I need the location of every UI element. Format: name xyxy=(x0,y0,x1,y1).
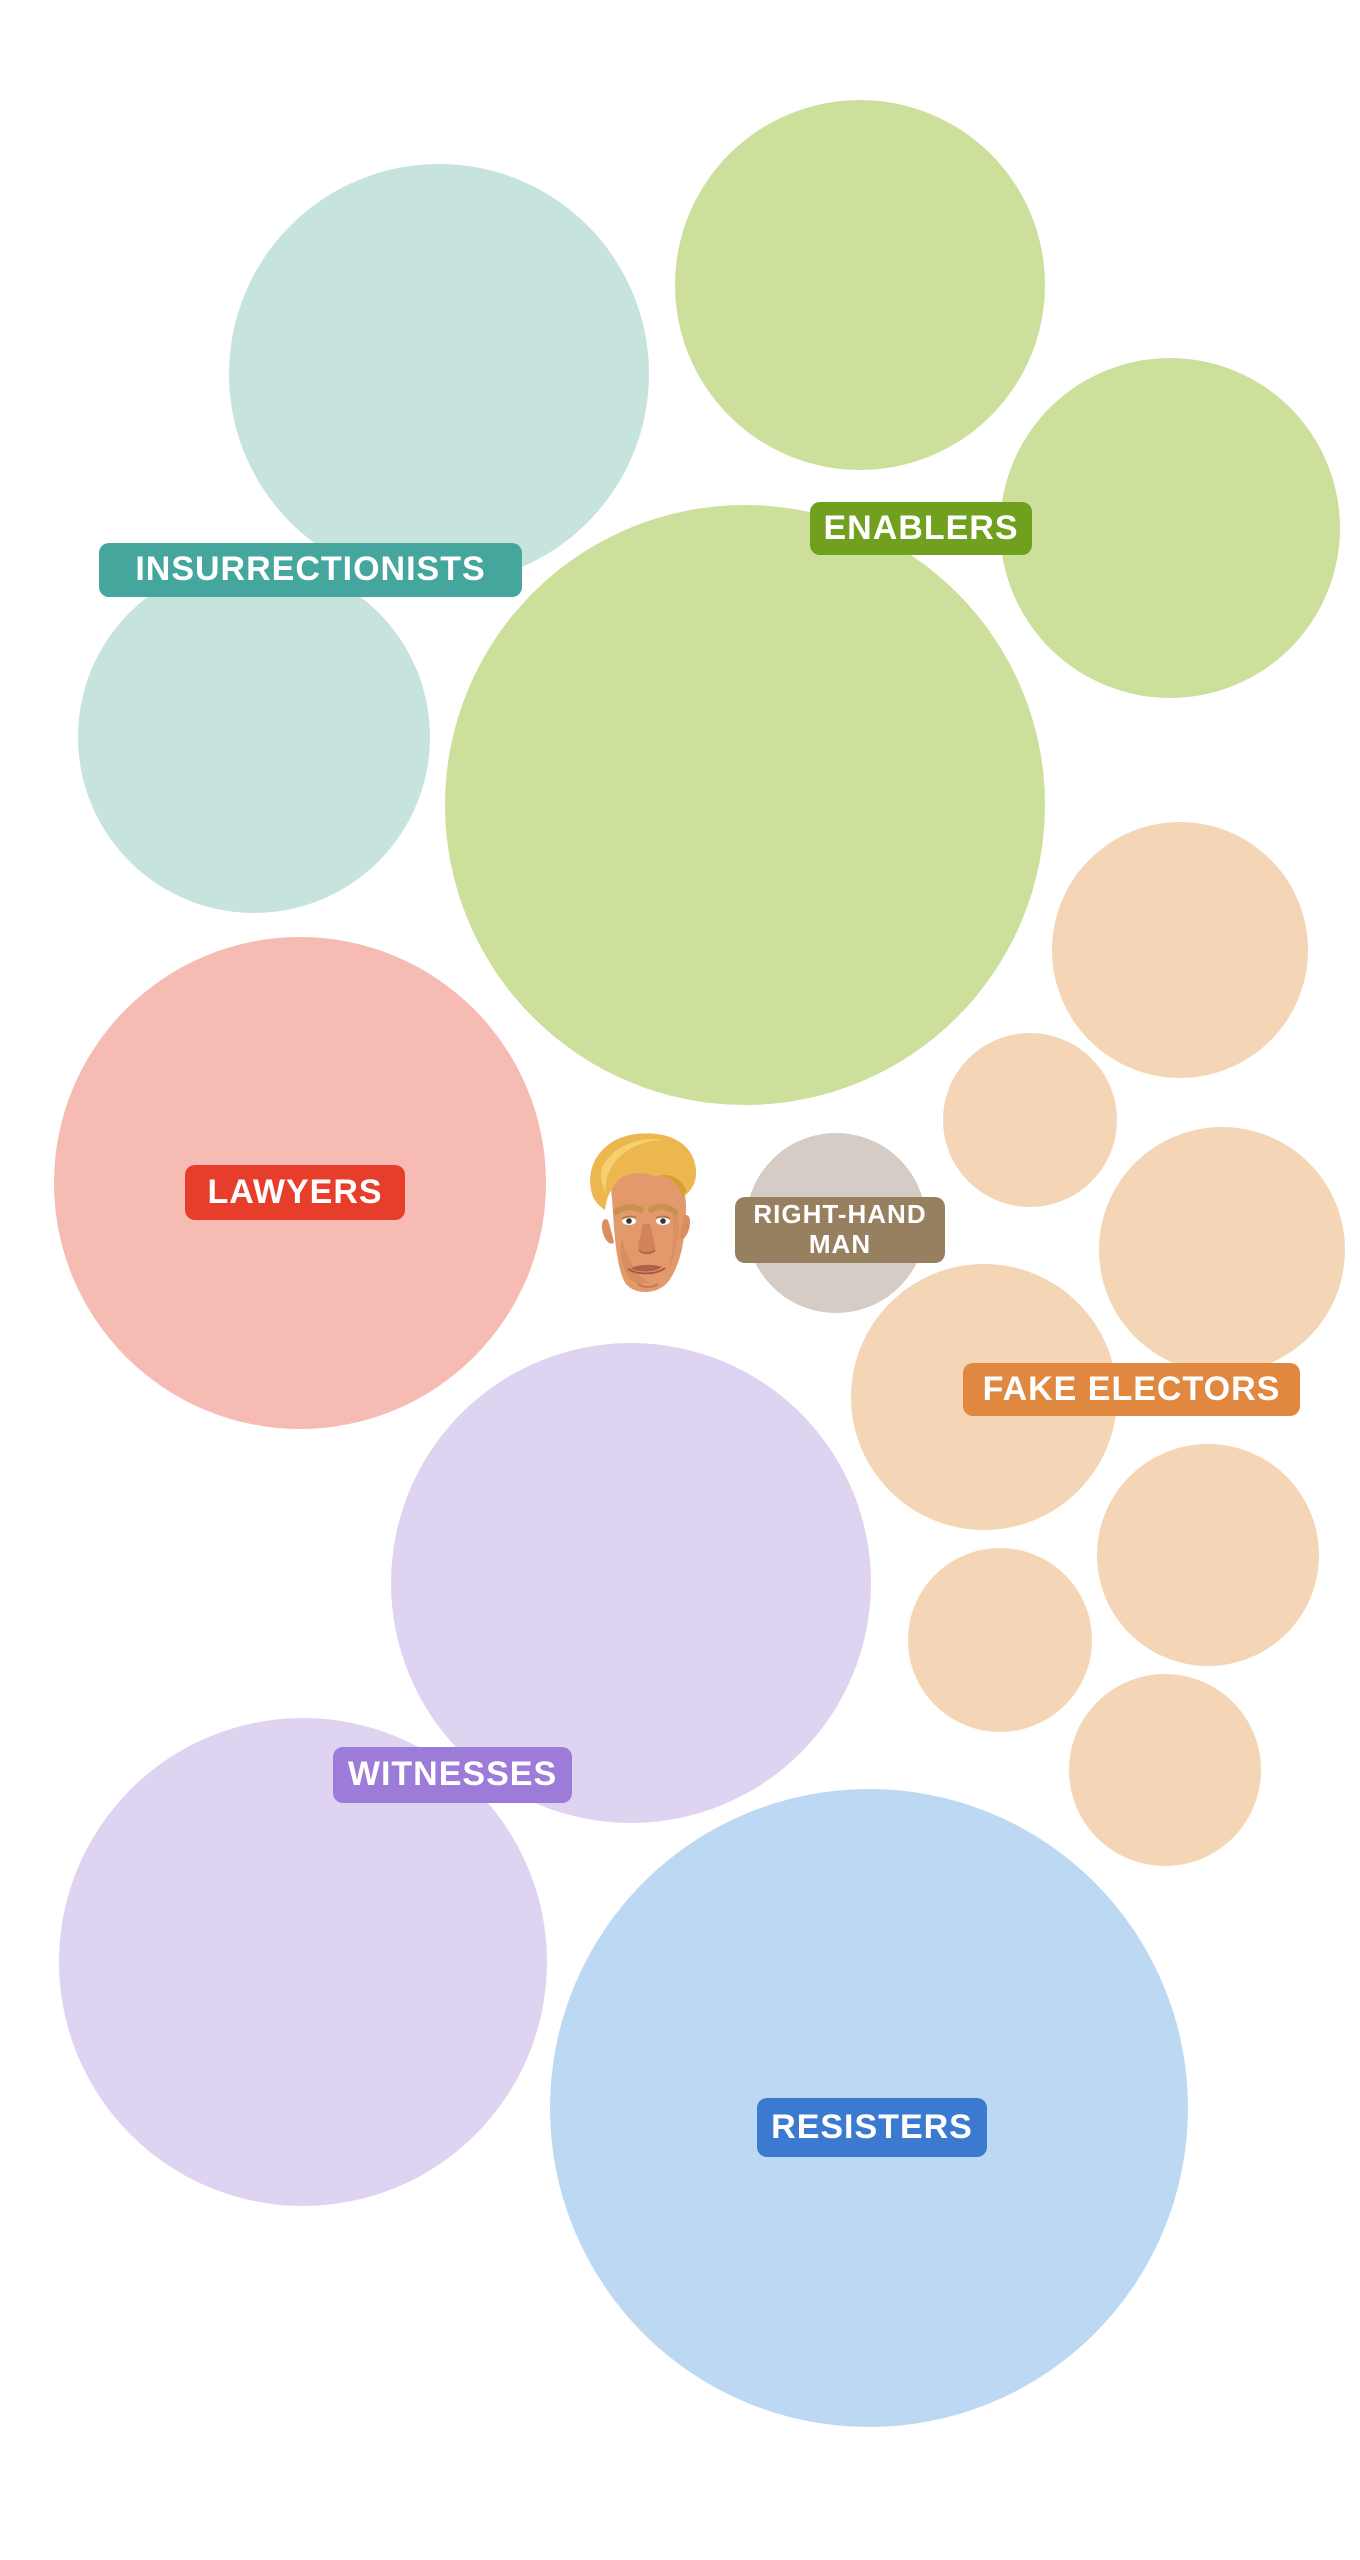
bubble-fake-electors-7[interactable] xyxy=(1069,1674,1261,1866)
bubble-insurrectionists-1[interactable] xyxy=(229,164,649,584)
bubble-fake-electors-2[interactable] xyxy=(943,1033,1117,1207)
bubble-enablers-2[interactable] xyxy=(1000,358,1340,698)
bubble-witnesses-1[interactable] xyxy=(391,1343,871,1823)
group-label-lawyers: LAWYERS xyxy=(185,1165,405,1220)
bubble-fake-electors-6[interactable] xyxy=(908,1548,1092,1732)
bubble-insurrectionists-2[interactable] xyxy=(78,561,430,913)
bubble-fake-electors-3[interactable] xyxy=(1099,1127,1345,1373)
group-label-enablers: ENABLERS xyxy=(810,502,1032,555)
group-label-resisters: RESISTERS xyxy=(757,2098,987,2157)
bubble-enablers-1[interactable] xyxy=(675,100,1045,470)
bubble-enablers-3[interactable] xyxy=(445,505,1045,1105)
group-label-witnesses: WITNESSES xyxy=(333,1747,572,1803)
group-label-fake-electors: FAKE ELECTORS xyxy=(963,1363,1300,1416)
trump-face-illustration xyxy=(590,1133,697,1293)
trump-figure[interactable] xyxy=(578,1128,710,1297)
bubble-fake-electors-5[interactable] xyxy=(1097,1444,1319,1666)
bubble-fake-electors-1[interactable] xyxy=(1052,822,1308,1078)
group-label-insurrectionists: INSURRECTIONISTS xyxy=(99,543,522,597)
group-label-right-hand-man: RIGHT-HAND MAN xyxy=(735,1197,945,1263)
